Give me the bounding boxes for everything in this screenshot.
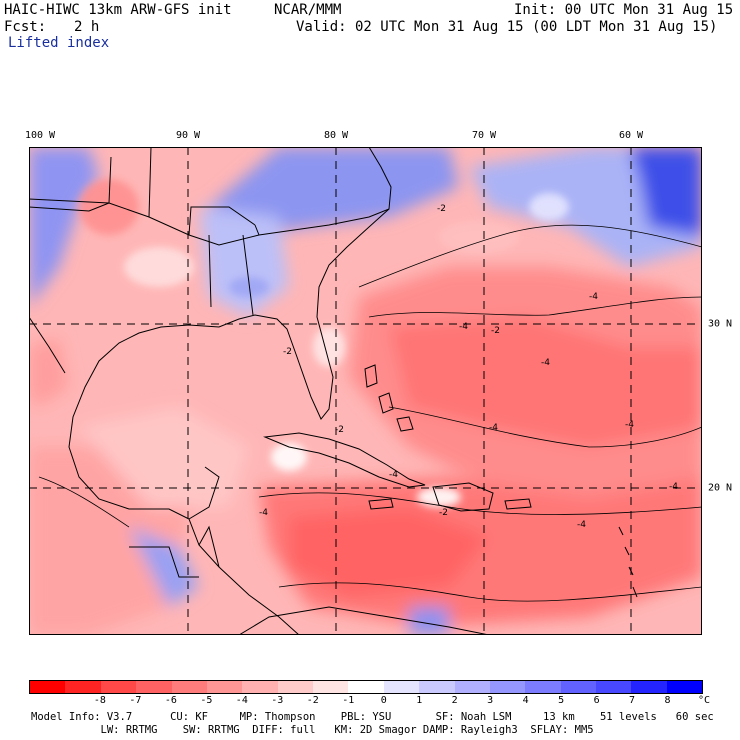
color-scale-tick-label: 7: [629, 695, 636, 706]
color-scale-tick-label: -4: [235, 695, 248, 706]
color-scale-tick-label: 5: [558, 695, 565, 706]
color-scale-tick-label: 1: [416, 695, 423, 706]
color-scale-segment: [348, 681, 384, 693]
valid-time: Valid: 02 UTC Mon 31 Aug 15 (00 LDT Mon …: [296, 19, 718, 35]
model-title: HAIC-HIWC 13km ARW-GFS init: [4, 2, 232, 18]
latitude-label: 30 N: [708, 318, 733, 330]
color-scale-tick-label: -7: [129, 695, 142, 706]
forecast-label: Fcst:: [4, 19, 47, 35]
contour-label: -2: [491, 326, 500, 336]
contour-label: -4: [669, 482, 678, 492]
color-scale-segment: [631, 681, 667, 693]
contour-label: -4: [389, 470, 398, 480]
color-scale-tick-label: 2: [451, 695, 458, 706]
color-scale-segment: [206, 681, 243, 693]
color-scale-segment: [277, 681, 313, 693]
color-scale-tick-label: 0: [380, 695, 387, 706]
lifted-index-map: -2 -2 -4 -4 -4 -4 -4 -2 -4 -4 -2 -4 -4 -…: [29, 147, 702, 635]
color-scale-tick-label: -1: [342, 695, 355, 706]
shaded-field: [29, 147, 702, 635]
contour-label: -2: [335, 425, 344, 435]
longitude-label: 80 W: [323, 130, 349, 141]
color-scale-tick-label: 4: [522, 695, 529, 706]
contour-label: -4: [259, 508, 268, 518]
color-scale-segment: [30, 681, 66, 693]
contour-lines: [38, 224, 702, 602]
color-scale-tick-label: 8: [664, 695, 671, 706]
color-scale-segment: [171, 681, 207, 693]
color-scale-segment: [666, 681, 703, 693]
color-scale-segment: [560, 681, 596, 693]
color-scale-labels: -8 -7 -6 -5 -4 -3 -2 -1 0 1 2 3 4 5 6 7 8: [29, 695, 703, 707]
contour-label: -2: [283, 347, 292, 357]
contour-label: -2: [439, 508, 448, 518]
color-scale-segment: [596, 681, 632, 693]
color-scale-segment: [525, 681, 561, 693]
color-scale-tick-label: -6: [164, 695, 177, 706]
model-info-line2: LW: RRTMG SW: RRTMG DIFF: full KM: 2D Sm…: [31, 724, 594, 736]
latitude-label: 20 N: [708, 482, 733, 494]
color-scale-segment: [383, 681, 420, 693]
color-scale-segment: [136, 681, 172, 693]
color-scale-segment: [65, 681, 101, 693]
contour-label: -4: [625, 420, 634, 430]
color-scale-tick-label: -3: [271, 695, 284, 706]
lat-lon-grid: [29, 147, 702, 635]
model-info-line1: Model Info: V3.7 CU: KF MP: Thompson PBL…: [31, 711, 714, 723]
longitude-label: 60 W: [618, 130, 644, 141]
color-scale-segment: [419, 681, 455, 693]
contour-label: -4: [577, 520, 586, 530]
color-scale-segment: [313, 681, 349, 693]
color-scale-bar: [29, 680, 703, 694]
longitude-label: 70 W: [471, 130, 497, 141]
field-details: [79, 179, 569, 507]
color-scale-tick-label: -2: [306, 695, 319, 706]
color-scale-segment: [489, 681, 526, 693]
contour-labels: -2 -2 -4 -4 -4 -4 -4 -2 -4 -4 -2 -4 -4 -…: [259, 204, 678, 530]
contour-label: -4: [541, 358, 550, 368]
contour-label: -4: [459, 322, 468, 332]
contour-label: -2: [437, 204, 446, 214]
center-name: NCAR/MMM: [274, 2, 342, 18]
contour-label: -4: [589, 292, 598, 302]
color-scale-tick-label: 3: [487, 695, 494, 706]
longitude-label: 100 W: [24, 130, 56, 141]
color-scale-tick-label: -8: [93, 695, 106, 706]
longitude-label: 90 W: [175, 130, 201, 141]
color-scale-segment: [454, 681, 490, 693]
init-time: Init: 00 UTC Mon 31 Aug 15: [514, 2, 734, 18]
color-scale-tick-label: 6: [593, 695, 600, 706]
coastlines: [29, 147, 638, 635]
contour-label: -4: [489, 423, 498, 433]
forecast-value: 2 h: [74, 19, 100, 35]
unit-label: °C: [698, 695, 711, 706]
color-scale-tick-label: -5: [200, 695, 213, 706]
color-scale-segment: [242, 681, 278, 693]
field-name: Lifted index: [8, 35, 110, 51]
color-scale-segment: [100, 681, 137, 693]
